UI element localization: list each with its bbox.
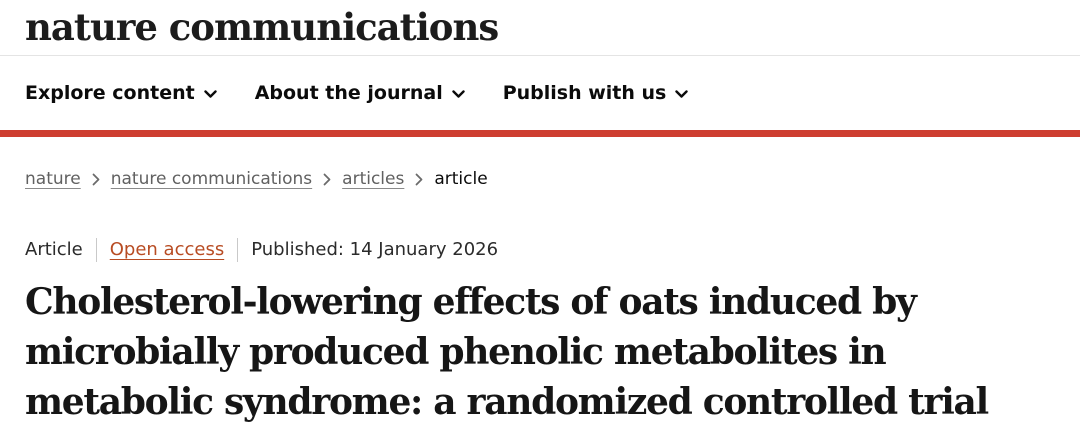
logo-row: nature communications <box>0 0 1080 56</box>
journal-logo[interactable]: nature communications <box>25 5 499 49</box>
chevron-down-icon <box>452 89 465 98</box>
vertical-divider <box>237 238 239 262</box>
published-date: Published: 14 January 2026 <box>251 239 499 260</box>
journal-header: nature communications Explore content Ab… <box>0 0 1080 137</box>
breadcrumb: nature nature communications articles ar… <box>25 168 1080 190</box>
chevron-down-icon <box>675 89 689 98</box>
article-title-line: Cholesterol-lowering effects of oats ind… <box>25 281 917 323</box>
nav-item-label: About the journal <box>254 82 443 104</box>
nav-item-label: Publish with us <box>502 82 667 104</box>
breadcrumb-link-articles[interactable]: articles <box>342 169 405 189</box>
article-title: Cholesterol-lowering effects of oats ind… <box>25 277 1080 427</box>
open-access-link[interactable]: Open access <box>109 239 225 260</box>
nav-item-publish-with-us[interactable]: Publish with us <box>503 82 689 104</box>
chevron-right-icon <box>323 173 331 186</box>
breadcrumb-link-nature-communications[interactable]: nature communications <box>110 169 313 189</box>
chevron-right-icon <box>415 173 423 186</box>
chevron-right-icon <box>92 173 100 186</box>
chevron-down-icon <box>204 89 217 98</box>
article-type-label: Article <box>25 239 83 260</box>
article-title-line: microbially produced phenolic metabolite… <box>25 331 887 373</box>
nav-item-label: Explore content <box>25 82 195 104</box>
journal-nav: Explore content About the journal Publis… <box>0 56 1080 130</box>
article-title-line: metabolic syndrome: a randomized control… <box>25 381 989 423</box>
breadcrumb-current-article: article <box>434 169 488 189</box>
breadcrumb-link-nature[interactable]: nature <box>25 169 81 189</box>
accent-bar <box>0 130 1080 137</box>
vertical-divider <box>95 238 97 262</box>
nav-item-about-the-journal[interactable]: About the journal <box>255 82 465 104</box>
article-meta: Article Open access Published: 14 Januar… <box>25 237 1080 263</box>
article-main: Article Open access Published: 14 Januar… <box>0 237 1080 427</box>
nav-item-explore-content[interactable]: Explore content <box>25 82 217 104</box>
